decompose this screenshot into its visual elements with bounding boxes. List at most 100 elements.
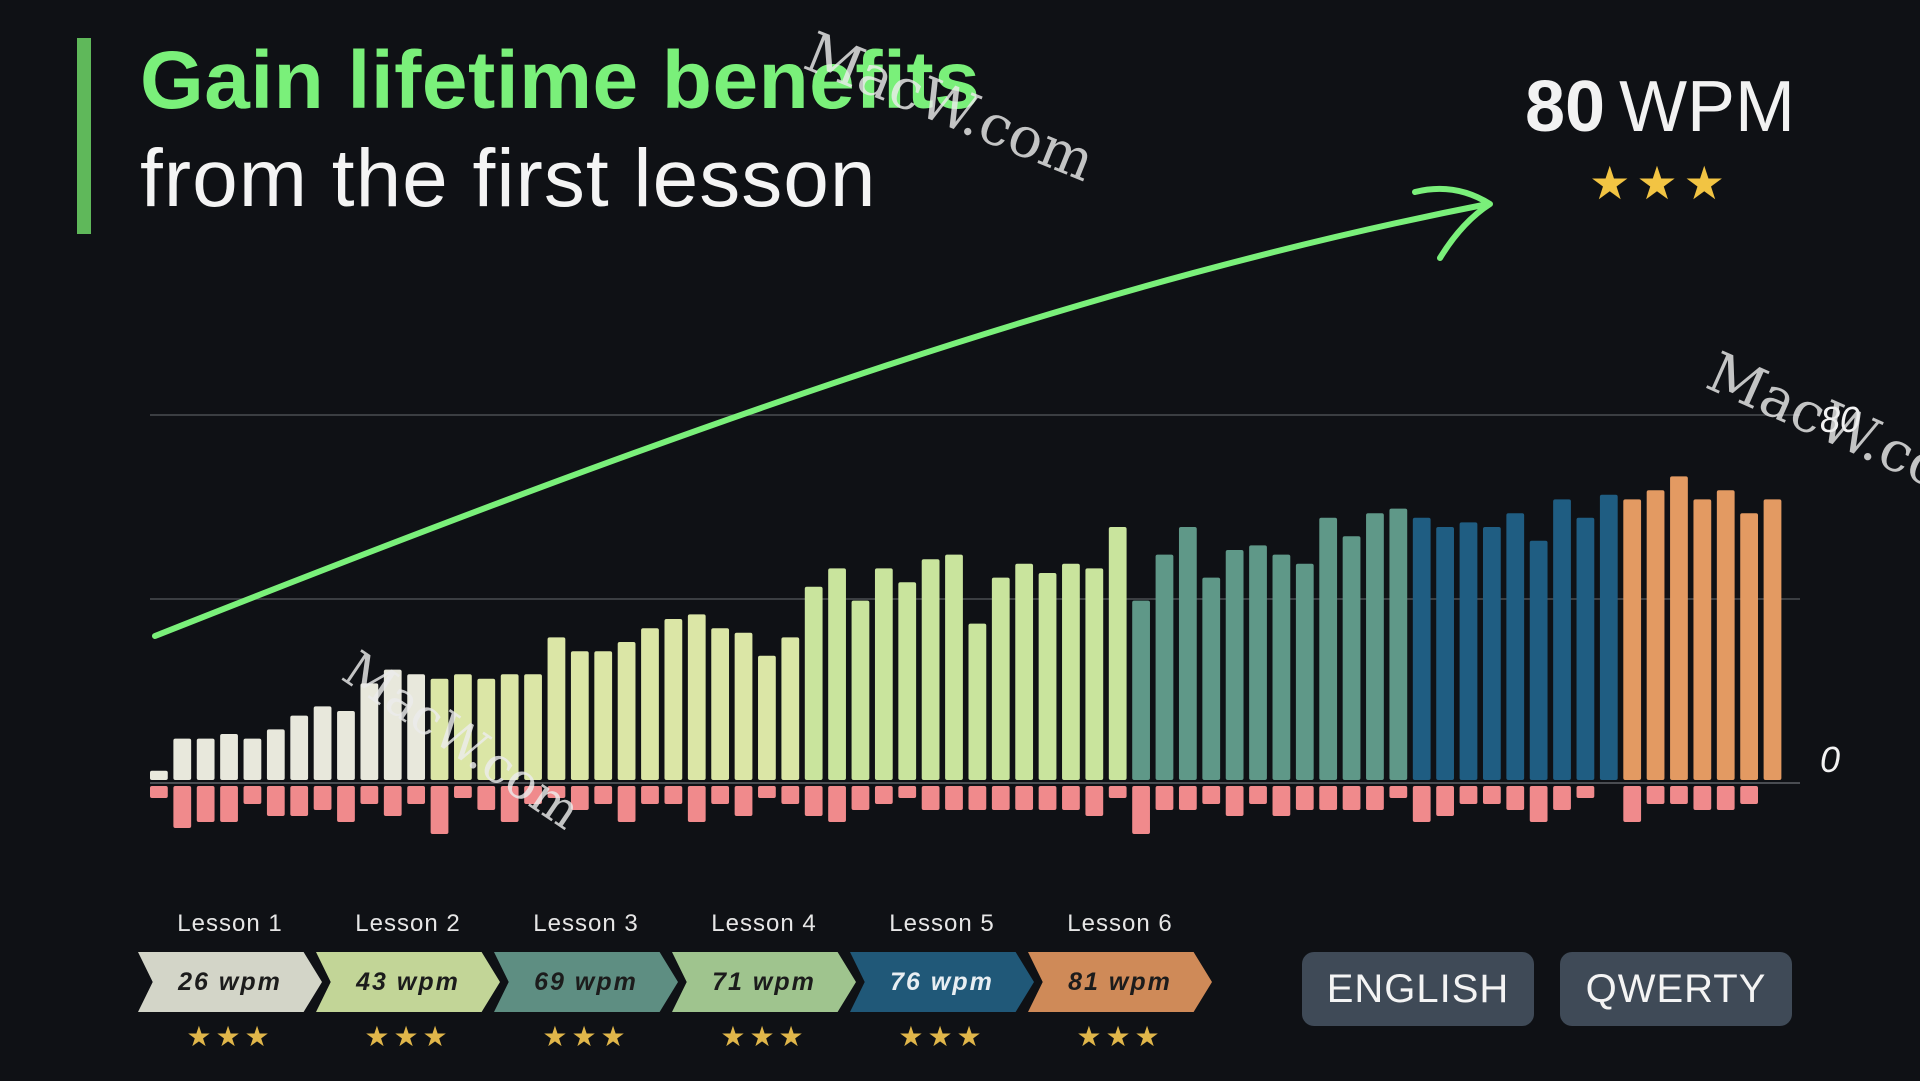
bar-lesson-2 [781,637,800,780]
error-bar [828,786,846,822]
lesson-wpm-chevron: 43 wpm [316,952,500,1012]
error-bar [1249,786,1267,804]
bar-lesson-1 [383,669,402,780]
error-bar [430,786,449,834]
error-bar [1389,786,1408,798]
error-bar [1085,786,1104,816]
error-bar [360,786,379,804]
error-bar [266,786,285,816]
bar-lesson-2 [664,619,683,780]
bar-lesson-2 [594,651,613,780]
bar-lesson-4 [1249,545,1267,780]
headline-line-1: Gain lifetime benefits [140,35,981,126]
bar-lesson-2 [454,674,472,780]
error-bar [313,786,332,810]
lesson-stage-2: Lesson 2 43 wpm ★★★ [316,910,500,1053]
lesson-wpm-chevron: 81 wpm [1028,952,1212,1012]
lesson-wpm-value: 71 wpm [712,967,816,996]
lesson-stage-4: Lesson 4 71 wpm ★★★ [672,910,856,1053]
lesson-wpm-chevron: 69 wpm [494,952,678,1012]
lesson-label: Lesson 1 [177,910,283,937]
error-bar [173,786,192,828]
error-bar [547,786,566,798]
error-bar [1178,786,1197,810]
error-bar [1740,786,1759,804]
error-bar [477,786,496,810]
bar-lesson-5 [1576,517,1595,780]
bar-lesson-2 [734,632,753,780]
error-bar [991,786,1010,810]
error-bar [383,786,402,816]
error-bar [1225,786,1244,816]
headline-line-2: from the first lesson [140,133,877,224]
trend-arrow-icon [152,185,1493,639]
bar-lesson-4 [1389,508,1408,780]
error-bar [1693,786,1712,810]
y-tick-label-80: 80 [1820,399,1860,440]
bar-lesson-4 [1295,563,1314,780]
error-bar [1716,786,1735,810]
bar-lesson-1 [150,770,168,780]
bar-lesson-1 [337,711,355,780]
lesson-stage-5: Lesson 5 76 wpm ★★★ [850,910,1034,1053]
lesson-wpm-value: 26 wpm [178,967,282,996]
error-bar [1646,786,1665,804]
bar-lesson-6 [1740,513,1759,780]
error-bar [1272,786,1291,816]
lesson-wpm-value: 43 wpm [356,967,460,996]
error-bar [1459,786,1478,804]
lesson-wpm-value: 81 wpm [1068,967,1172,996]
error-bar [1132,786,1150,834]
lesson-stars-icon: ★★★ [1076,1021,1164,1052]
error-bar [1436,786,1454,816]
bar-lesson-6 [1716,490,1735,780]
bar-lesson-3 [1085,568,1104,780]
language-button[interactable]: ENGLISH [1302,952,1534,1026]
error-bar [524,786,542,804]
target-speed-value: 80 [1524,67,1606,147]
error-bar [1366,786,1384,810]
bar-lesson-2 [758,655,776,780]
chart-grid [150,414,1800,784]
lesson-stars-icon: ★★★ [364,1021,452,1052]
bar-lesson-6 [1670,476,1688,780]
bar-lesson-4 [1366,513,1384,780]
bar-lesson-5 [1412,517,1431,780]
bar-lesson-4 [1272,554,1291,780]
bar-lesson-2 [617,642,636,780]
bar-lesson-6 [1646,490,1665,780]
error-bar [804,786,823,816]
bar-lesson-3 [851,600,870,780]
error-bar [1108,786,1127,798]
error-bar [921,786,940,810]
bar-lesson-4 [1342,536,1361,780]
keyboard-layout-button[interactable]: QWERTY [1560,952,1792,1026]
bar-lesson-3 [991,577,1010,780]
error-bar [1576,786,1595,798]
error-bar [781,786,800,804]
bar-lesson-2 [570,651,589,780]
error-bar [687,786,706,822]
bar-lesson-5 [1599,494,1618,780]
error-bar [1623,786,1642,822]
bar-lesson-5 [1529,540,1548,780]
bar-lesson-5 [1482,527,1501,780]
error-bar [1412,786,1431,822]
bar-lesson-5 [1459,522,1478,780]
bar-lesson-3 [945,554,963,780]
error-bar [454,786,472,798]
bar-lesson-1 [220,734,238,780]
headline-accent-bar [77,38,91,234]
error-bar [898,786,917,798]
lesson-wpm-chevron: 26 wpm [138,952,322,1012]
bar-lesson-1 [196,738,215,780]
error-bar [594,786,613,804]
lesson-wpm-value: 76 wpm [890,967,994,996]
target-speed: 80 WPM [1500,66,1820,148]
error-bar [570,786,589,810]
bar-lesson-3 [898,582,917,780]
bar-lesson-5 [1506,513,1525,780]
lesson-stage-1: Lesson 1 26 wpm ★★★ [138,910,322,1053]
error-bar [243,786,262,804]
error-bar [1015,786,1034,810]
